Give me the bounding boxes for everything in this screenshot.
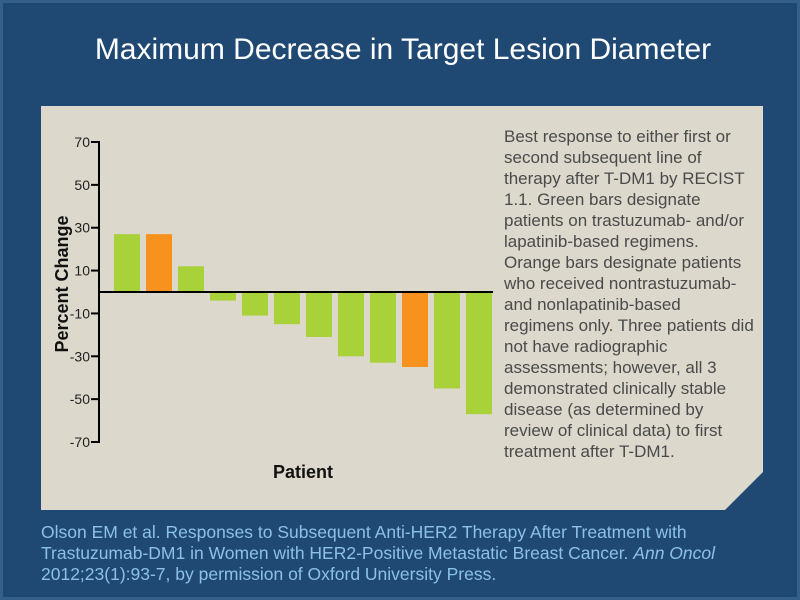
x-axis-label: Patient bbox=[273, 462, 333, 482]
y-tick-label: 30 bbox=[74, 220, 90, 236]
bar-2 bbox=[146, 234, 172, 292]
chart-caption: Best response to either first or second … bbox=[504, 126, 754, 462]
y-tick-label: 10 bbox=[74, 263, 90, 279]
caption-paragraph-1: Best response to either first or second … bbox=[504, 127, 745, 251]
bar-3 bbox=[178, 266, 204, 292]
y-tick-label: 50 bbox=[74, 177, 90, 193]
bar-4 bbox=[210, 292, 236, 301]
y-axis-label: Percent Change bbox=[52, 215, 72, 352]
y-tick-label: -50 bbox=[70, 391, 90, 407]
y-tick-label: 70 bbox=[74, 134, 90, 150]
y-tick-label: -70 bbox=[70, 434, 90, 450]
bar-8 bbox=[338, 292, 364, 356]
bar-12 bbox=[466, 292, 492, 414]
citation-details: 2012;23(1):93-7, by permission of Oxford… bbox=[41, 564, 497, 584]
bar-10 bbox=[402, 292, 428, 367]
citation: Olson EM et al. Responses to Subsequent … bbox=[41, 522, 771, 585]
y-tick-label: -10 bbox=[70, 305, 90, 321]
bar-7 bbox=[306, 292, 332, 337]
caption-paragraph-2: Orange bars designate patients who recei… bbox=[504, 253, 754, 461]
chart-svg: 70 50 30 10 -10 -30 -50 -70 Percent Change Patien… bbox=[41, 106, 501, 510]
citation-journal: Ann Oncol bbox=[633, 543, 716, 563]
slide-title: Maximum Decrease in Target Lesion Diamet… bbox=[94, 33, 712, 66]
bar-11 bbox=[434, 292, 460, 388]
bar-5 bbox=[242, 292, 268, 316]
content-panel: 70 50 30 10 -10 -30 -50 -70 Percent Change Patien… bbox=[41, 106, 763, 510]
bar-6 bbox=[274, 292, 300, 324]
bar-9 bbox=[370, 292, 396, 363]
waterfall-chart: 70 50 30 10 -10 -30 -50 -70 Percent Change Patien… bbox=[41, 106, 501, 510]
citation-text: Olson EM et al. Responses to Subsequent … bbox=[41, 522, 687, 563]
bar-1 bbox=[114, 234, 140, 292]
y-tick-label: -30 bbox=[70, 348, 90, 364]
